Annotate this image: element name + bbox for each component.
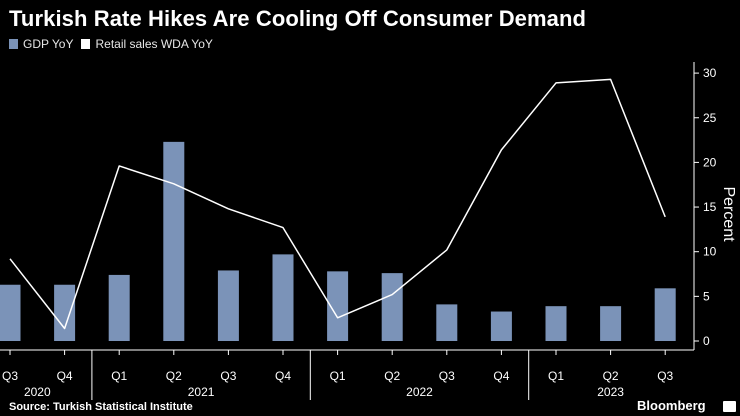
bar-gdp <box>327 271 349 341</box>
source-note: Source: Turkish Statistical Institute <box>9 401 193 413</box>
bar-gdp <box>108 274 130 341</box>
x-tick-label: Q1 <box>548 369 564 383</box>
y-axis-label: Percent <box>720 186 737 242</box>
y-tick-label: 10 <box>703 245 717 259</box>
legend-item-retail: Retail sales WDA YoY <box>81 37 213 51</box>
legend-label-retail: Retail sales WDA YoY <box>95 37 213 51</box>
x-tick-label: Q2 <box>166 369 182 383</box>
bar-gdp <box>54 284 76 341</box>
year-label: 2022 <box>406 385 433 399</box>
bar-gdp <box>272 254 294 341</box>
bar-gdp <box>545 306 567 341</box>
y-tick-label: 25 <box>703 111 717 125</box>
y-tick-label: 5 <box>703 289 710 303</box>
legend-swatch-bar <box>9 39 18 49</box>
x-tick-label: Q4 <box>275 369 291 383</box>
x-tick-label: Q3 <box>220 369 236 383</box>
x-tick-label: Q2 <box>384 369 400 383</box>
year-label: 2023 <box>597 385 624 399</box>
brand-logo: Bloomberg <box>637 398 706 413</box>
chart-title: Turkish Rate Hikes Are Cooling Off Consu… <box>9 6 587 31</box>
bar-gdp <box>163 141 185 341</box>
year-label: 2021 <box>188 385 215 399</box>
chart-legend: GDP YoY Retail sales WDA YoY <box>9 37 221 51</box>
bar-gdp <box>490 311 512 341</box>
y-tick-label: 30 <box>703 66 717 80</box>
bar-gdp <box>654 288 676 341</box>
legend-label-gdp: GDP YoY <box>23 37 74 51</box>
x-tick-label: Q2 <box>603 369 619 383</box>
x-tick-label: Q3 <box>657 369 673 383</box>
bar-gdp <box>436 304 458 341</box>
x-tick-label: Q3 <box>2 369 18 383</box>
y-tick-label: 0 <box>703 334 710 348</box>
bar-gdp <box>217 270 239 341</box>
legend-item-gdp: GDP YoY <box>9 37 73 51</box>
y-tick-label: 20 <box>703 155 717 169</box>
x-tick-label: Q1 <box>330 369 346 383</box>
y-tick-label: 15 <box>703 200 717 214</box>
x-tick-label: Q3 <box>439 369 455 383</box>
x-tick-label: Q4 <box>57 369 73 383</box>
year-label: 2020 <box>24 385 51 399</box>
x-tick-label: Q1 <box>111 369 127 383</box>
bar-gdp <box>381 273 403 341</box>
bar-gdp <box>0 284 21 341</box>
x-tick-label: Q4 <box>493 369 509 383</box>
bar-gdp <box>600 306 622 341</box>
bloomberg-terminal-icon <box>723 401 736 412</box>
line-retail-sales <box>9 78 666 330</box>
legend-swatch-line <box>81 39 91 49</box>
